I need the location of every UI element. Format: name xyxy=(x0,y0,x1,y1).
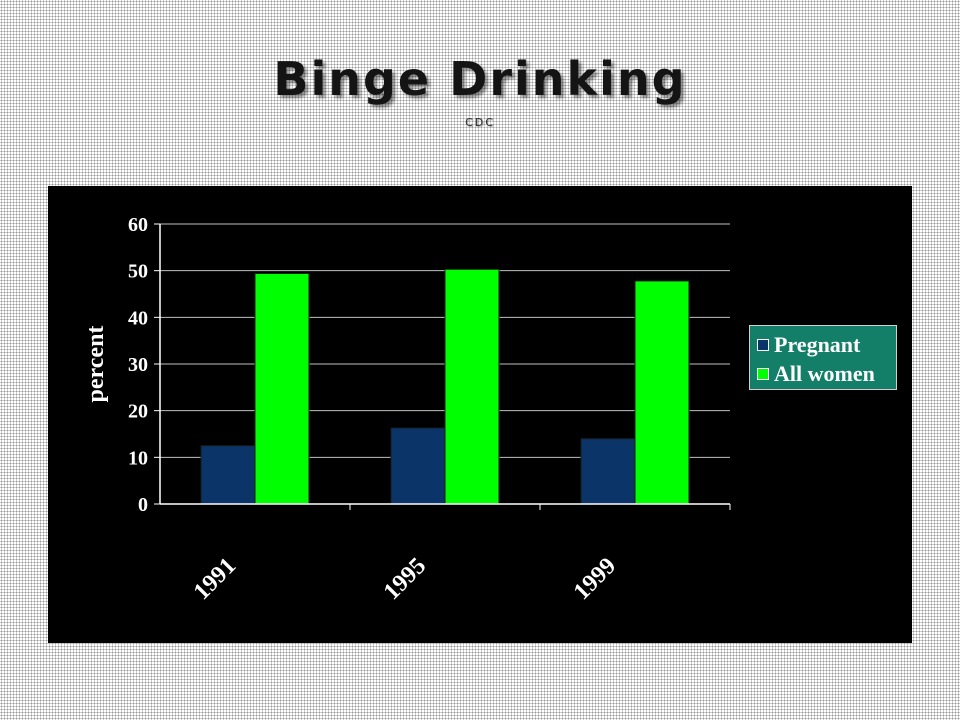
y-tick-label: 60 xyxy=(128,214,148,236)
legend-label-pregnant: Pregnant xyxy=(774,331,861,357)
x-tick-label: 1999 xyxy=(569,553,621,605)
bar-all-women-1995 xyxy=(444,268,500,505)
axis-labels: 0 10 20 30 40 50 60 percent 1991 1995 1999 xyxy=(83,214,621,605)
legend-item-pregnant: Pregnant xyxy=(757,330,896,359)
bar-pregnant-1995 xyxy=(390,427,446,505)
y-tick-label: 40 xyxy=(128,307,148,329)
chart-panel: 0 10 20 30 40 50 60 percent 1991 1995 1999 Pregnan… xyxy=(48,186,912,643)
y-tick-label: 50 xyxy=(128,261,148,283)
bar-pregnant-1991 xyxy=(200,445,256,505)
y-tick-label: 20 xyxy=(128,401,148,423)
bar-all-women-1991 xyxy=(254,272,310,505)
legend-swatch-pregnant xyxy=(757,338,769,351)
bar-pregnant-1999 xyxy=(580,438,636,505)
y-axis-label: percent xyxy=(83,326,109,403)
y-tick-label: 0 xyxy=(138,494,148,516)
y-tick-label: 10 xyxy=(128,447,148,469)
legend-label-all-women: All women xyxy=(774,360,875,386)
x-tick-label: 1991 xyxy=(189,553,241,605)
axes xyxy=(154,223,731,510)
bars xyxy=(200,268,690,505)
bar-chart: 0 10 20 30 40 50 60 percent 1991 1995 1999 xyxy=(83,214,731,605)
slide-title: Binge Drinking xyxy=(273,52,687,106)
chart-legend: Pregnant All women xyxy=(749,325,897,390)
slide-subtitle: CDC xyxy=(465,116,495,129)
y-tick-label: 30 xyxy=(128,354,148,376)
legend-swatch-all-women xyxy=(757,367,769,380)
bar-all-women-1999 xyxy=(634,280,690,505)
x-tick-label: 1995 xyxy=(379,553,431,605)
legend-item-all-women: All women xyxy=(757,359,896,388)
